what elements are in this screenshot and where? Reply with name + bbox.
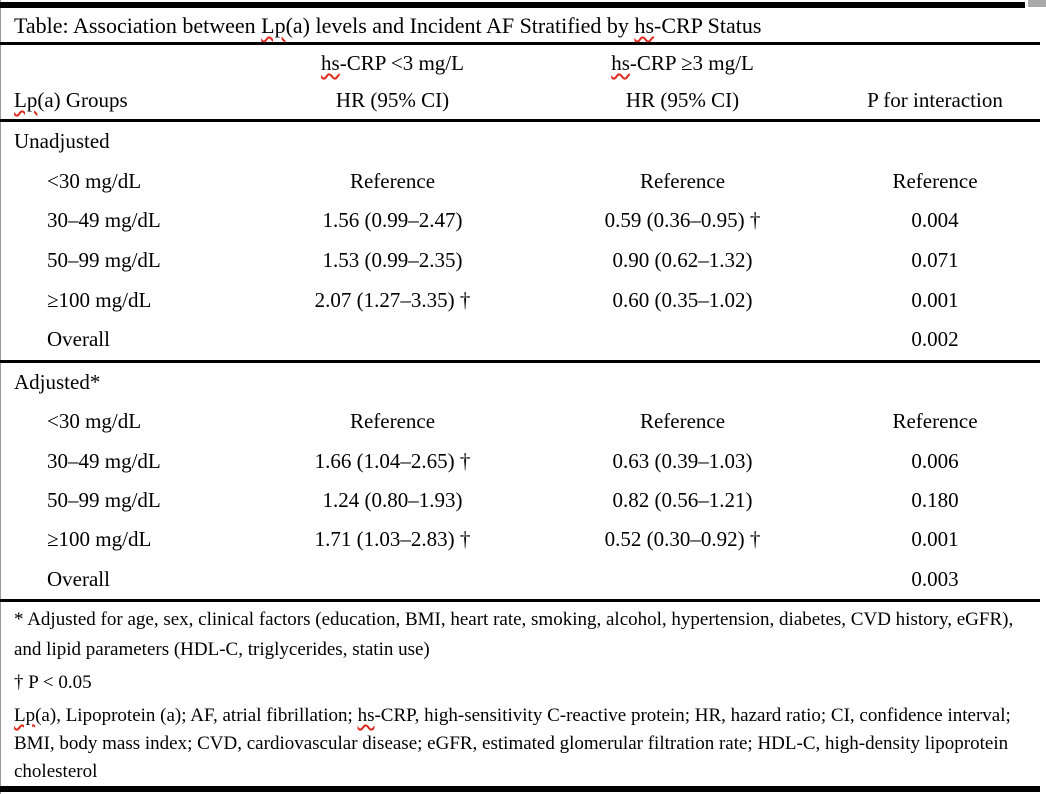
scrollbar-fragment[interactable] — [1028, 0, 1046, 7]
p-cell: 0.006 — [911, 448, 959, 473]
misspelling-squiggle: Lp — [14, 88, 38, 112]
table-header-row: Lp(a) Groups hs-CRP <3 mg/L HR (95% CI) … — [0, 45, 1040, 119]
table-row: Overall 0.003 — [0, 559, 1040, 598]
hr-high-cell: 0.52 (0.30–0.92) † — [604, 527, 761, 552]
hr-low-cell: 1.66 (1.04–2.65) † — [314, 448, 471, 473]
hr-high-cell: 0.60 (0.35–1.02) — [612, 287, 753, 312]
title-text: (a) levels and Incident AF Stratified by — [285, 13, 635, 38]
p-cell: 0.004 — [911, 208, 959, 233]
p-cell: Reference — [892, 168, 978, 193]
hr-low-cell: Reference — [349, 168, 436, 193]
table-row: 30–49 mg/dL 1.66 (1.04–2.65) † 0.63 (0.3… — [0, 442, 1040, 481]
hr-low-cell: Reference — [349, 409, 436, 434]
footnote-abbreviations: Lp(a), Lipoprotein (a); AF, atrial fibri… — [14, 705, 1011, 782]
page-edge-line — [0, 0, 1, 794]
header-p-column: P for interaction — [830, 45, 1040, 119]
p-cell: 0.003 — [911, 566, 959, 591]
horizontal-rule — [0, 42, 1040, 45]
group-cell: Overall — [47, 566, 110, 591]
hr-low-cell: 1.71 (1.03–2.83) † — [314, 527, 471, 552]
table-row: 30–49 mg/dL 1.56 (0.99–2.47) 0.59 (0.36–… — [0, 201, 1040, 241]
table-section-adjusted: Adjusted* <30 mg/dL Reference Reference … — [0, 363, 1040, 599]
hr-high-cell: 0.82 (0.56–1.21) — [612, 488, 753, 513]
group-cell: 30–49 mg/dL — [47, 448, 161, 473]
misspelling-squiggle: Lp — [14, 705, 36, 726]
misspelling-squiggle: hs — [611, 51, 630, 75]
misspelling-squiggle: hs — [321, 51, 340, 75]
hr-high-cell: Reference — [639, 168, 726, 193]
hr-ci-label: HR (95% CI) — [335, 88, 450, 112]
crp-low-label: hs-CRP <3 mg/L — [321, 51, 464, 75]
group-cell: 50–99 mg/dL — [47, 488, 161, 513]
hr-low-cell: 1.24 (0.80–1.93) — [322, 488, 463, 513]
table-row: <30 mg/dL Reference Reference Reference — [0, 402, 1040, 441]
table-title: Table: Association between Lp(a) levels … — [14, 10, 761, 42]
group-cell: ≥100 mg/dL — [47, 287, 152, 312]
hr-low-cell: 1.53 (0.99–2.35) — [322, 248, 463, 273]
title-text: Table: Association between — [14, 13, 262, 38]
group-cell: 30–49 mg/dL — [47, 208, 161, 233]
table-section-unadjusted: Unadjusted <30 mg/dL Reference Reference… — [0, 122, 1040, 360]
horizontal-rule — [0, 119, 1040, 122]
horizontal-rule — [0, 360, 1040, 363]
p-cell: 0.180 — [911, 488, 959, 513]
title-text: -CRP Status — [654, 13, 762, 38]
table-row: ≥100 mg/dL 2.07 (1.27–3.35) † 0.60 (0.35… — [0, 280, 1040, 320]
p-cell: Reference — [892, 409, 978, 434]
group-column-label: Lp(a) Groups — [14, 88, 128, 112]
group-cell: ≥100 mg/dL — [47, 527, 152, 552]
hr-low-cell: 1.56 (0.99–2.47) — [322, 208, 463, 233]
misspelling-squiggle: hs — [634, 13, 654, 38]
section-label: Adjusted* — [14, 370, 101, 395]
hr-low-cell: 2.07 (1.27–3.35) † — [314, 287, 471, 312]
header-crp-low-column: hs-CRP <3 mg/L HR (95% CI) — [250, 45, 535, 119]
group-cell: <30 mg/dL — [47, 409, 142, 434]
p-cell: 0.001 — [911, 287, 959, 312]
table-bottom-border — [0, 786, 1040, 792]
footnote-dagger: † P < 0.05 — [14, 672, 92, 693]
hr-high-cell: 0.90 (0.62–1.32) — [612, 248, 753, 273]
group-cell: <30 mg/dL — [47, 168, 142, 193]
table-row: <30 mg/dL Reference Reference Reference — [0, 162, 1040, 202]
p-cell: 0.001 — [911, 527, 959, 552]
hr-ci-label: HR (95% CI) — [625, 88, 740, 112]
section-label: Unadjusted — [14, 129, 110, 154]
p-cell: 0.071 — [911, 248, 959, 273]
section-label-row: Adjusted* — [0, 363, 1040, 402]
misspelling-squiggle: hs — [357, 705, 375, 726]
hr-high-cell: Reference — [639, 409, 726, 434]
table-row: 50–99 mg/dL 1.53 (0.99–2.35) 0.90 (0.62–… — [0, 241, 1040, 281]
footnote-adjusted: * Adjusted for age, sex, clinical factor… — [14, 609, 1014, 660]
hr-high-cell: 0.59 (0.36–0.95) † — [604, 208, 761, 233]
group-cell: Overall — [47, 327, 110, 352]
p-cell: 0.002 — [911, 327, 959, 352]
hr-high-cell: 0.63 (0.39–1.03) — [612, 448, 753, 473]
group-cell: 50–99 mg/dL — [47, 248, 161, 273]
header-group-column: Lp(a) Groups — [0, 45, 250, 119]
header-crp-high-column: hs-CRP ≥3 mg/L HR (95% CI) — [535, 45, 830, 119]
table-row: ≥100 mg/dL 1.71 (1.03–2.83) † 0.52 (0.30… — [0, 520, 1040, 559]
table-row: 50–99 mg/dL 1.24 (0.80–1.93) 0.82 (0.56–… — [0, 481, 1040, 520]
p-interaction-label: P for interaction — [867, 88, 1003, 112]
misspelling-squiggle: Lp — [261, 13, 286, 38]
table-row: Overall 0.002 — [0, 320, 1040, 360]
table-top-border — [0, 2, 1025, 8]
horizontal-rule — [0, 599, 1040, 602]
section-label-row: Unadjusted — [0, 122, 1040, 162]
crp-high-label: hs-CRP ≥3 mg/L — [611, 51, 754, 75]
